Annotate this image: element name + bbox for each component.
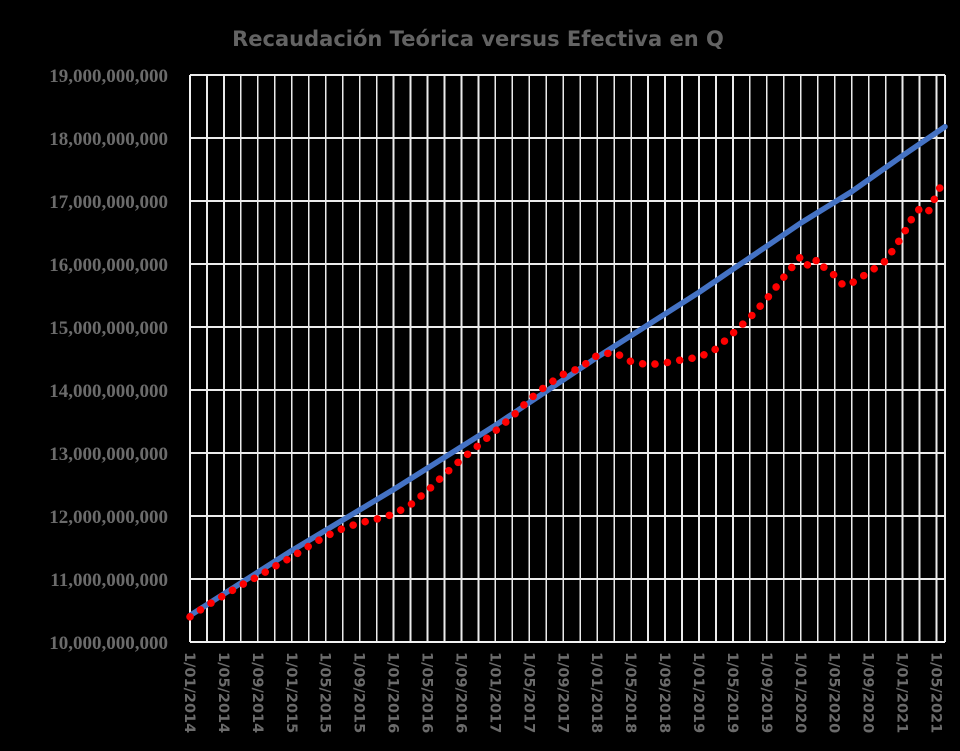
- y-tick-label: 11,000,000,000: [50, 570, 168, 591]
- x-tick-label: 1/05/2014: [215, 652, 231, 733]
- x-tick-label: 1/05/2018: [622, 652, 638, 733]
- x-tick-label: 1/01/2018: [588, 652, 604, 733]
- x-tick-label: 1/09/2020: [860, 652, 876, 733]
- x-tick-label: 1/05/2016: [419, 652, 435, 733]
- x-tick-label: 1/01/2017: [486, 652, 502, 733]
- x-tick-label: 1/09/2015: [351, 652, 367, 733]
- y-tick-label: 10,000,000,000: [49, 633, 168, 654]
- x-tick-label: 1/09/2018: [656, 652, 672, 733]
- y-tick-label: 19,000,000,000: [49, 66, 168, 87]
- vertical-gridlines: [189, 75, 946, 642]
- data-series: [186, 123, 949, 621]
- x-tick-label: 1/05/2017: [520, 652, 536, 733]
- y-tick-label: 14,000,000,000: [49, 381, 168, 402]
- x-tick-label: 1/05/2019: [724, 652, 740, 733]
- x-tick-label: 1/01/2020: [792, 652, 808, 733]
- x-tick-label: 1/01/2014: [181, 652, 197, 733]
- y-tick-label: 13,000,000,000: [49, 444, 168, 465]
- axis-lines: [188, 75, 945, 644]
- x-tick-label: 1/09/2019: [758, 652, 774, 733]
- y-tick-label: 18,000,000,000: [49, 129, 168, 150]
- efectiva-dotted-line: [186, 173, 949, 621]
- teorica-line: [187, 123, 948, 619]
- y-axis-tick-labels: 19,000,000,000 18,000,000,000 17,000,000,0…: [49, 66, 168, 654]
- x-tick-label: 1/05/2021: [928, 652, 944, 733]
- x-tick-label: 1/05/2015: [317, 652, 333, 733]
- x-tick-label: 1/09/2016: [452, 652, 468, 733]
- y-tick-label: 17,000,000,000: [49, 192, 168, 213]
- x-tick-label: 1/01/2016: [385, 652, 401, 733]
- y-tick-label: 12,000,000,000: [49, 507, 168, 528]
- chart-title: Recaudación Teórica versus Efectiva en Q: [232, 27, 724, 51]
- x-axis-tick-labels: 1/01/2014 1/05/2014 1/09/2014 1/01/2015 1/05…: [181, 652, 944, 733]
- x-tick-label: 1/05/2020: [826, 652, 842, 733]
- x-tick-label: 1/01/2019: [690, 652, 706, 733]
- y-tick-label: 16,000,000,000: [49, 255, 168, 276]
- x-tick-label: 1/01/2021: [894, 652, 910, 733]
- x-tick-label: 1/09/2014: [249, 652, 265, 733]
- y-tick-label: 15,000,000,000: [49, 318, 168, 339]
- x-tick-label: 1/01/2015: [283, 652, 299, 733]
- x-tick-label: 1/09/2017: [554, 652, 570, 733]
